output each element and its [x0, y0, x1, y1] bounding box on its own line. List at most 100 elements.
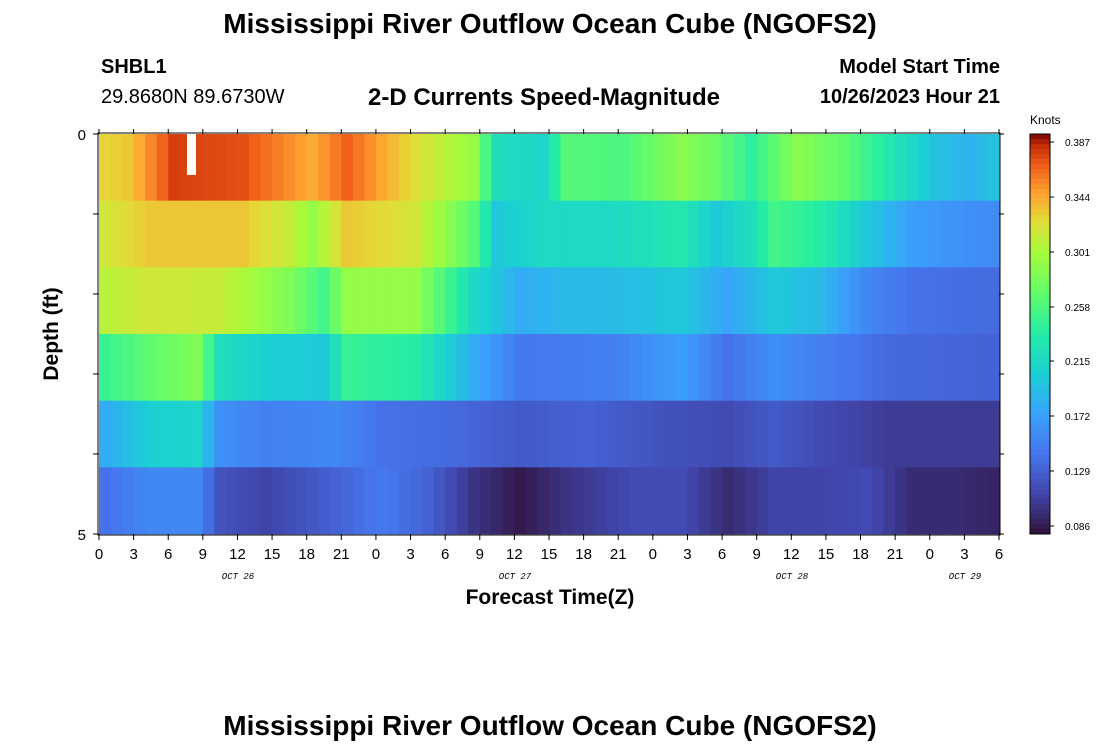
heatmap-cell	[825, 200, 839, 268]
heatmap-cell	[849, 400, 862, 468]
heatmap-cell	[399, 267, 412, 335]
colorbar-tick-label: 0.258	[1065, 303, 1090, 314]
heatmap-cell	[849, 200, 862, 268]
heatmap-cell	[479, 134, 492, 201]
heatmap-cell	[549, 134, 562, 201]
heatmap-cell	[814, 200, 827, 268]
heatmap-cell	[814, 467, 827, 535]
y-tick-label: 5	[78, 527, 86, 544]
heatmap-cell	[156, 400, 169, 468]
heatmap-cell	[306, 467, 319, 535]
heatmap-cell	[191, 267, 204, 335]
heatmap-cell	[549, 200, 562, 268]
chart-title: Mississippi River Outflow Ocean Cube (NG…	[223, 8, 877, 39]
heatmap-cell	[422, 467, 435, 535]
heatmap-cell	[779, 200, 792, 268]
heatmap-cell	[756, 467, 769, 535]
heatmap-cell	[387, 134, 400, 201]
heatmap-cell	[652, 334, 665, 401]
heatmap-cell	[941, 267, 954, 335]
heatmap-cell	[295, 267, 308, 335]
heatmap-cell	[249, 400, 262, 468]
heatmap-cell	[849, 334, 862, 401]
heatmap-cell	[906, 334, 919, 401]
heatmap-cell	[606, 200, 619, 268]
heatmap-cell	[537, 267, 550, 335]
heatmap-cell	[364, 134, 377, 201]
heatmap-cell	[295, 467, 308, 535]
heatmap-cell	[433, 334, 446, 401]
heatmap-cell	[202, 334, 215, 401]
colorbar-swatch	[1030, 294, 1050, 300]
heatmap-cell	[964, 200, 977, 268]
colorbar-swatch	[1030, 219, 1050, 225]
heatmap-cell	[110, 267, 123, 335]
heatmap-cell	[975, 467, 989, 535]
heatmap-cell	[202, 467, 215, 535]
heatmap-cell	[583, 467, 596, 535]
heatmap-cell	[225, 467, 239, 535]
heatmap-cell	[525, 267, 539, 335]
heatmap-cell	[179, 334, 192, 401]
heatmap-cell	[145, 267, 158, 335]
heatmap-cell	[502, 467, 515, 535]
heatmap-cell	[699, 467, 712, 535]
heatmap-cell	[272, 134, 285, 201]
heatmap-cell	[849, 267, 862, 335]
heatmap-cell	[779, 134, 792, 201]
heatmap-cell	[595, 134, 608, 201]
colorbar-swatch	[1030, 149, 1050, 155]
heatmap-cell	[514, 134, 527, 201]
heatmap-cell	[364, 267, 377, 335]
colorbar-swatch	[1030, 329, 1050, 335]
colorbar-swatch	[1030, 414, 1050, 420]
station-coords: 29.8680N 89.6730W	[101, 86, 285, 108]
heatmap-cell	[860, 200, 873, 268]
colorbar-swatch	[1030, 389, 1050, 395]
colorbar-swatch	[1030, 144, 1050, 150]
heatmap-cell	[133, 200, 146, 268]
heatmap-cell	[629, 467, 642, 535]
heatmap-cell	[952, 400, 965, 468]
heatmap-cell	[387, 267, 400, 335]
heatmap-cell	[906, 200, 919, 268]
heatmap-cell	[629, 400, 642, 468]
heatmap-cell	[687, 467, 700, 535]
heatmap-cell	[318, 134, 331, 201]
colorbar-swatch	[1030, 189, 1050, 195]
heatmap-cell	[883, 200, 896, 268]
heatmap-cell	[733, 134, 746, 201]
x-tick-label: 6	[164, 546, 172, 563]
heatmap-cell	[618, 400, 631, 468]
heatmap-cell	[964, 334, 977, 401]
heatmap-cell	[468, 467, 481, 535]
heatmap-cell	[710, 400, 723, 468]
heatmap-cell	[733, 200, 746, 268]
heatmap-cell	[468, 334, 481, 401]
heatmap-cell	[756, 134, 769, 201]
heatmap-cell	[306, 267, 319, 335]
heatmap-cell	[295, 134, 308, 201]
heatmap-cell	[283, 400, 296, 468]
x-tick-label: 9	[199, 546, 207, 563]
heatmap-cell	[318, 400, 331, 468]
heatmap-cell	[133, 267, 146, 335]
heatmap-cell	[375, 134, 389, 201]
heatmap-cell	[964, 400, 977, 468]
heatmap-cell	[341, 400, 354, 468]
colorbar-swatch	[1030, 519, 1050, 525]
colorbar-swatch	[1030, 264, 1050, 270]
heatmap-cell	[837, 467, 850, 535]
heatmap-cell	[964, 467, 977, 535]
heatmap-cell	[733, 334, 746, 401]
heatmap-cell	[872, 134, 885, 201]
heatmap-cell	[583, 334, 596, 401]
heatmap-cell	[664, 467, 677, 535]
heatmap-cell	[306, 134, 319, 201]
heatmap-cell	[456, 134, 469, 201]
heatmap-cell	[641, 200, 654, 268]
model-start-value: 10/26/2023 Hour 21	[819, 86, 1000, 108]
colorbar-swatch	[1030, 154, 1050, 160]
heatmap-cell	[941, 334, 954, 401]
heatmap-cell	[860, 267, 873, 335]
